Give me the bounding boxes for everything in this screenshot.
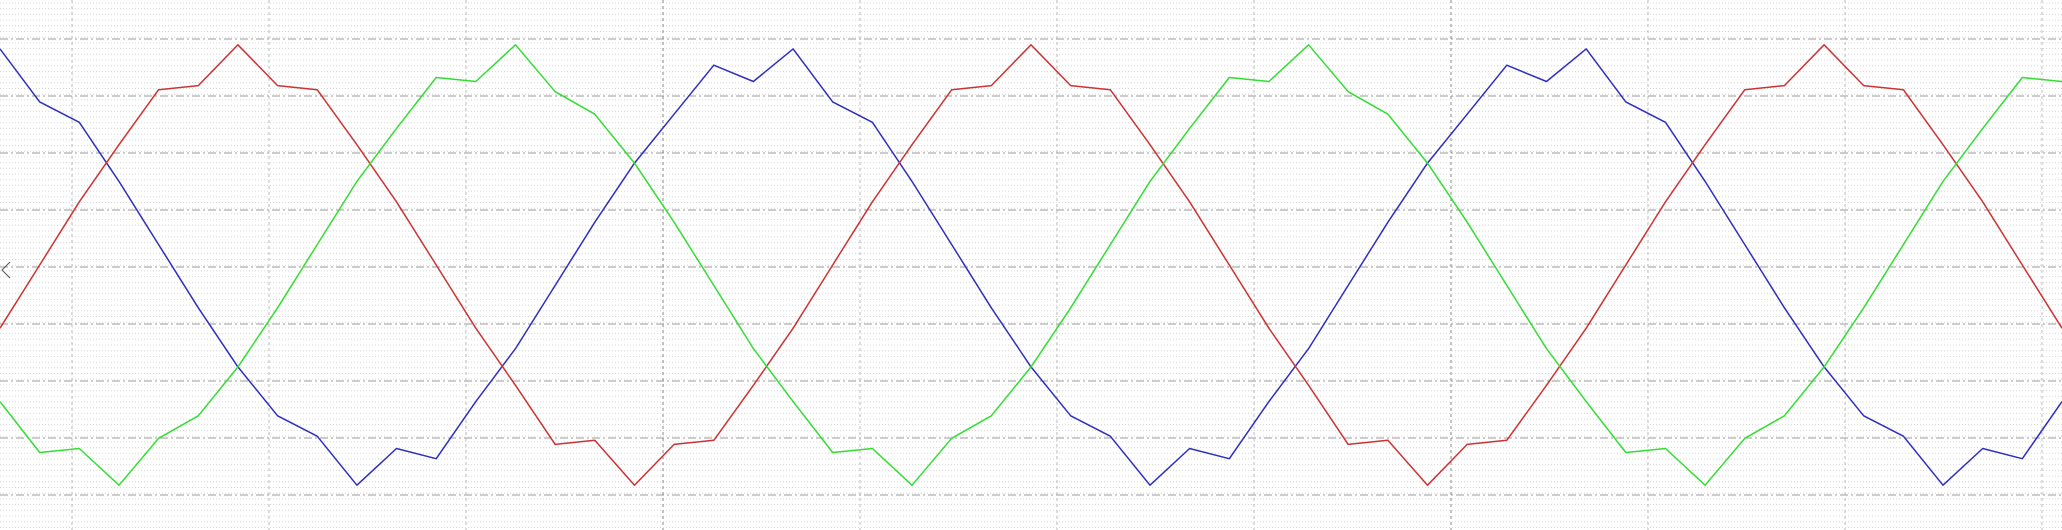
series-line: [0, 44, 2062, 486]
plot: [0, 44, 2062, 486]
marker: [1, 261, 11, 279]
series-line: [0, 44, 2062, 486]
